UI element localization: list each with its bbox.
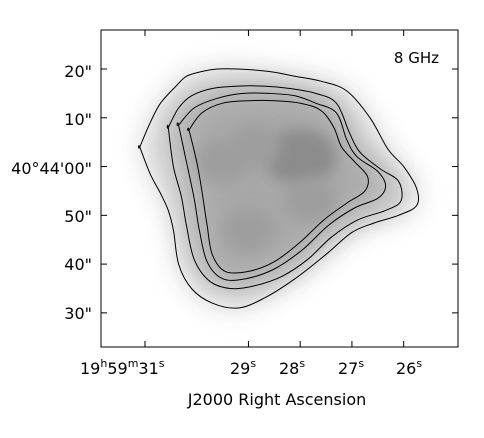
emission-peak (196, 139, 249, 184)
x-tick-label-26: 26s (396, 357, 422, 378)
emission-peak (264, 128, 337, 185)
y-tick-labels: 20" 10" 40°44'00" 50" 40" 30" (11, 62, 92, 323)
ra-minutes: 59 (107, 359, 127, 378)
y-tick-label-10: 10" (64, 110, 92, 129)
x-axis-title: J2000 Right Ascension (187, 390, 367, 409)
ra-hours: 19 (80, 359, 100, 378)
emission-peak (284, 178, 337, 223)
x-tick-label-28: 28s (279, 357, 305, 378)
plot-frame (100, 29, 459, 348)
y-tick-label-20: 20" (64, 62, 92, 81)
x-tick-label-27: 27s (338, 357, 364, 378)
emission-peak (222, 207, 275, 252)
contour-lines (138, 68, 420, 309)
axis-ticks (101, 30, 458, 347)
y-tick-label-50: 50" (64, 207, 92, 226)
contour-level-3 (176, 92, 387, 281)
x-tick-label-31: 19h59m31s (80, 357, 165, 378)
y-tick-label-30: 30" (64, 304, 92, 323)
y-tick-label-00: 40°44'00" (11, 159, 92, 178)
frequency-label: 8 GHz (394, 49, 439, 67)
x-tick-label-29: 29s (230, 357, 256, 378)
plot-area (101, 30, 458, 347)
contour-level-2 (166, 85, 403, 290)
y-tick-label-40: 40" (64, 255, 92, 274)
ra-seconds: 31 (138, 359, 158, 378)
contour-level-4 (187, 99, 369, 274)
x-tick-labels: 19h59m31s 29s 28s 27s 26s (80, 357, 422, 378)
emission-greyscale (138, 68, 419, 309)
contour-level-1 (138, 68, 420, 309)
